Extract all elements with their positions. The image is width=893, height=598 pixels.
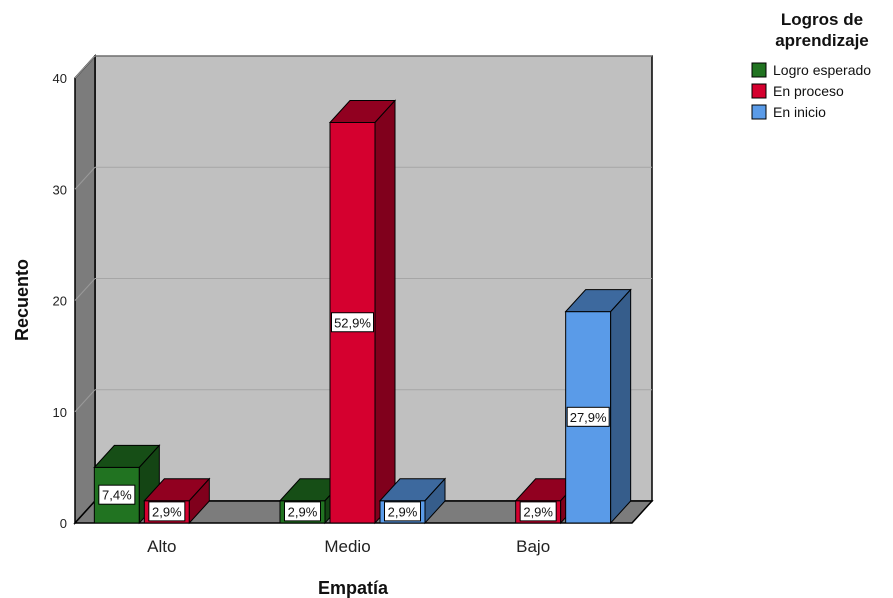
data-label-text: 52,9% <box>334 315 371 330</box>
y-axis-title: Recuento <box>12 259 32 341</box>
legend-label: En proceso <box>773 83 844 99</box>
bar-side <box>610 288 632 525</box>
legend-title-line1: Logros de <box>781 10 863 29</box>
data-label: 7,4% <box>98 484 136 505</box>
bar-side <box>374 99 396 525</box>
y-tick-label: 0 <box>60 516 67 531</box>
x-axis-title: Empatía <box>318 578 389 598</box>
y-tick-label: 20 <box>53 294 67 309</box>
data-label-box <box>331 312 374 333</box>
legend-swatch <box>751 104 767 120</box>
y-tick-label: 40 <box>53 71 67 86</box>
legend-label: Logro esperado <box>773 62 871 78</box>
data-label: 2,9% <box>519 501 557 522</box>
legend-item: En proceso <box>751 83 844 99</box>
bar-side <box>188 477 210 525</box>
legend-label: En inicio <box>773 104 826 120</box>
bars: 7,4% 2,9% 2,9% 52,9% 2,9% 2,9% 27,9% <box>93 99 632 525</box>
data-label-box <box>566 406 610 427</box>
data-label-box <box>148 501 186 522</box>
data-label: 2,9% <box>384 501 421 522</box>
data-label-box <box>284 501 321 522</box>
bar <box>564 288 632 525</box>
y-tick-labels: 0 10 20 30 40 <box>53 71 67 531</box>
data-label-text: 2,9% <box>523 504 553 519</box>
data-label-box <box>98 484 136 505</box>
data-label-text: 7,4% <box>102 488 132 503</box>
grid-line-side <box>74 389 96 413</box>
bar <box>328 99 397 525</box>
x-tick-label: Medio <box>324 537 370 556</box>
grid-line-side <box>74 278 96 301</box>
data-label: 52,9% <box>331 312 374 333</box>
legend-title-line2: aprendizaje <box>775 31 869 50</box>
data-label-text: 2,9% <box>288 504 318 519</box>
grid-line-side <box>74 55 96 79</box>
grid-line-side <box>74 166 96 190</box>
data-label-text: 2,9% <box>152 504 182 519</box>
data-label-box <box>384 501 421 522</box>
legend-swatch <box>751 62 767 78</box>
x-tick-label: Bajo <box>516 537 550 556</box>
legend-swatch <box>751 83 767 99</box>
data-label: 2,9% <box>148 501 186 522</box>
data-label-text: 27,9% <box>570 410 607 425</box>
bar-side <box>424 477 446 525</box>
data-label-box <box>519 501 557 522</box>
legend: Logros de aprendizaje Logro esperado En p… <box>751 10 871 120</box>
data-label-text: 2,9% <box>388 504 418 519</box>
legend-item: En inicio <box>751 104 826 120</box>
x-tick-labels: Alto Medio Bajo <box>147 537 550 556</box>
legend-item: Logro esperado <box>751 62 871 78</box>
y-tick-label: 10 <box>53 405 67 420</box>
data-label: 27,9% <box>566 406 610 427</box>
x-tick-label: Alto <box>147 537 176 556</box>
data-label: 2,9% <box>284 501 321 522</box>
y-tick-label: 30 <box>53 182 67 197</box>
